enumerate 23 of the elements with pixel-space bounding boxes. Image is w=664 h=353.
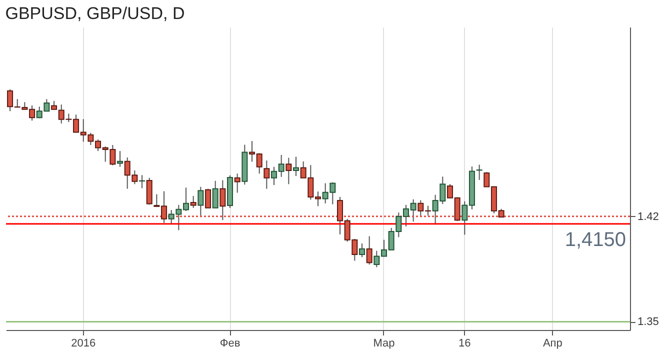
candlestick — [286, 157, 292, 185]
y-tick-label: 1.35 — [638, 316, 659, 328]
candlestick — [205, 188, 212, 208]
candlestick — [198, 186, 204, 216]
candlestick — [358, 242, 365, 258]
candlestick — [190, 196, 196, 208]
candlestick — [476, 164, 482, 180]
x-tick-label: Апр — [542, 338, 562, 350]
candlestick — [117, 150, 124, 168]
x-tick-label: Мар — [373, 338, 395, 350]
candlestick — [366, 236, 372, 266]
chart-title: GBPUSD, GBP/USD, D — [5, 4, 185, 23]
y-tick-label: 1.42 — [638, 210, 659, 223]
candlestick — [234, 173, 240, 194]
candlestick — [212, 180, 218, 208]
x-tick-label: 2016 — [71, 338, 96, 350]
candlestick — [293, 156, 299, 177]
candlestick — [146, 177, 152, 206]
x-tick-label: Фев — [220, 338, 240, 350]
x-tick-label: 16 — [458, 338, 471, 350]
ref-line-label: 1,4150 — [564, 228, 626, 251]
candlestick — [264, 160, 270, 190]
candlestick — [139, 174, 146, 189]
